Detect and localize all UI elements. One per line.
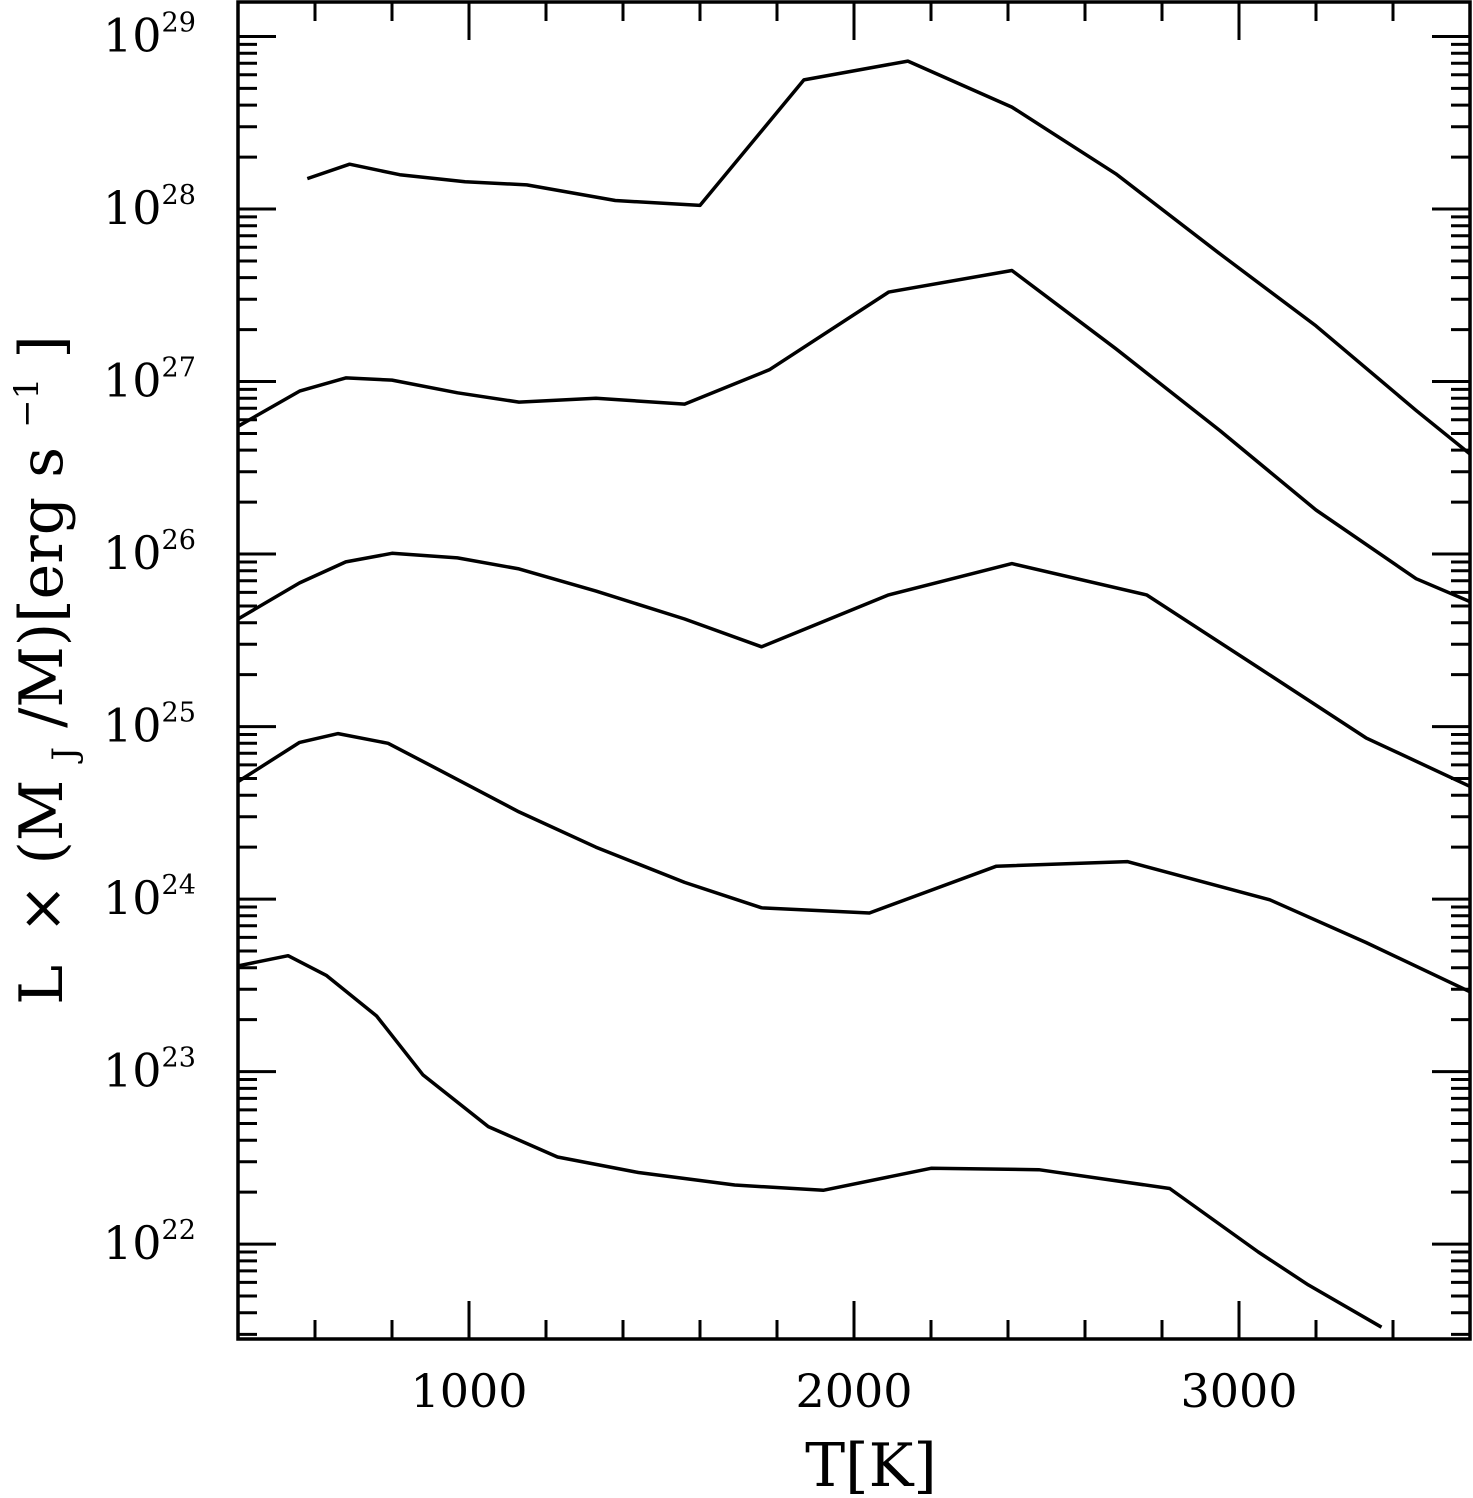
y-label-l: L: [7, 965, 77, 1005]
series-group: [238, 59, 1470, 1329]
y-label-sub: J: [45, 747, 85, 764]
plot-frame: [236, 0, 1472, 1341]
y-tick-label: 1027: [103, 353, 196, 408]
series-line-1: [306, 59, 1470, 456]
y-tick-label: 1022: [103, 1215, 196, 1270]
x-tick-label: 3000: [1180, 1364, 1297, 1418]
y-label-close: ]: [7, 335, 77, 358]
y-tick-label: 1026: [103, 525, 196, 580]
y-label-sup: −1: [7, 378, 47, 428]
series-line-2: [238, 268, 1470, 604]
y-label-open: (M: [7, 780, 77, 865]
series-line-5: [238, 953, 1383, 1329]
y-tick-label: 1028: [103, 180, 196, 235]
y-axis-label: L × (M J /M)[erg s −1 ]: [0, 335, 91, 1005]
x-tick-label: 1000: [410, 1364, 527, 1418]
x-axis-label: T[K]: [805, 1431, 937, 1498]
y-tick-label: 1024: [103, 870, 196, 925]
axis-ticks: [236, 2, 1472, 1339]
series-line-4: [238, 731, 1470, 994]
y-label-times: ×: [7, 884, 77, 934]
y-tick-label: 1025: [103, 698, 196, 753]
series-line-3: [238, 551, 1470, 788]
svg-text:L × (M J: L × (M J /M)[erg s −1 ]: [0, 335, 91, 1005]
tick-labels: 1000 2000 3000 1022 1023 1024 1025 1026 1027 1028…: [103, 8, 1298, 1418]
x-tick-label: 2000: [795, 1364, 912, 1418]
y-label-mid: /M)[erg s: [7, 447, 77, 728]
y-tick-label: 1023: [103, 1043, 196, 1098]
y-tick-label: 1029: [103, 8, 196, 63]
